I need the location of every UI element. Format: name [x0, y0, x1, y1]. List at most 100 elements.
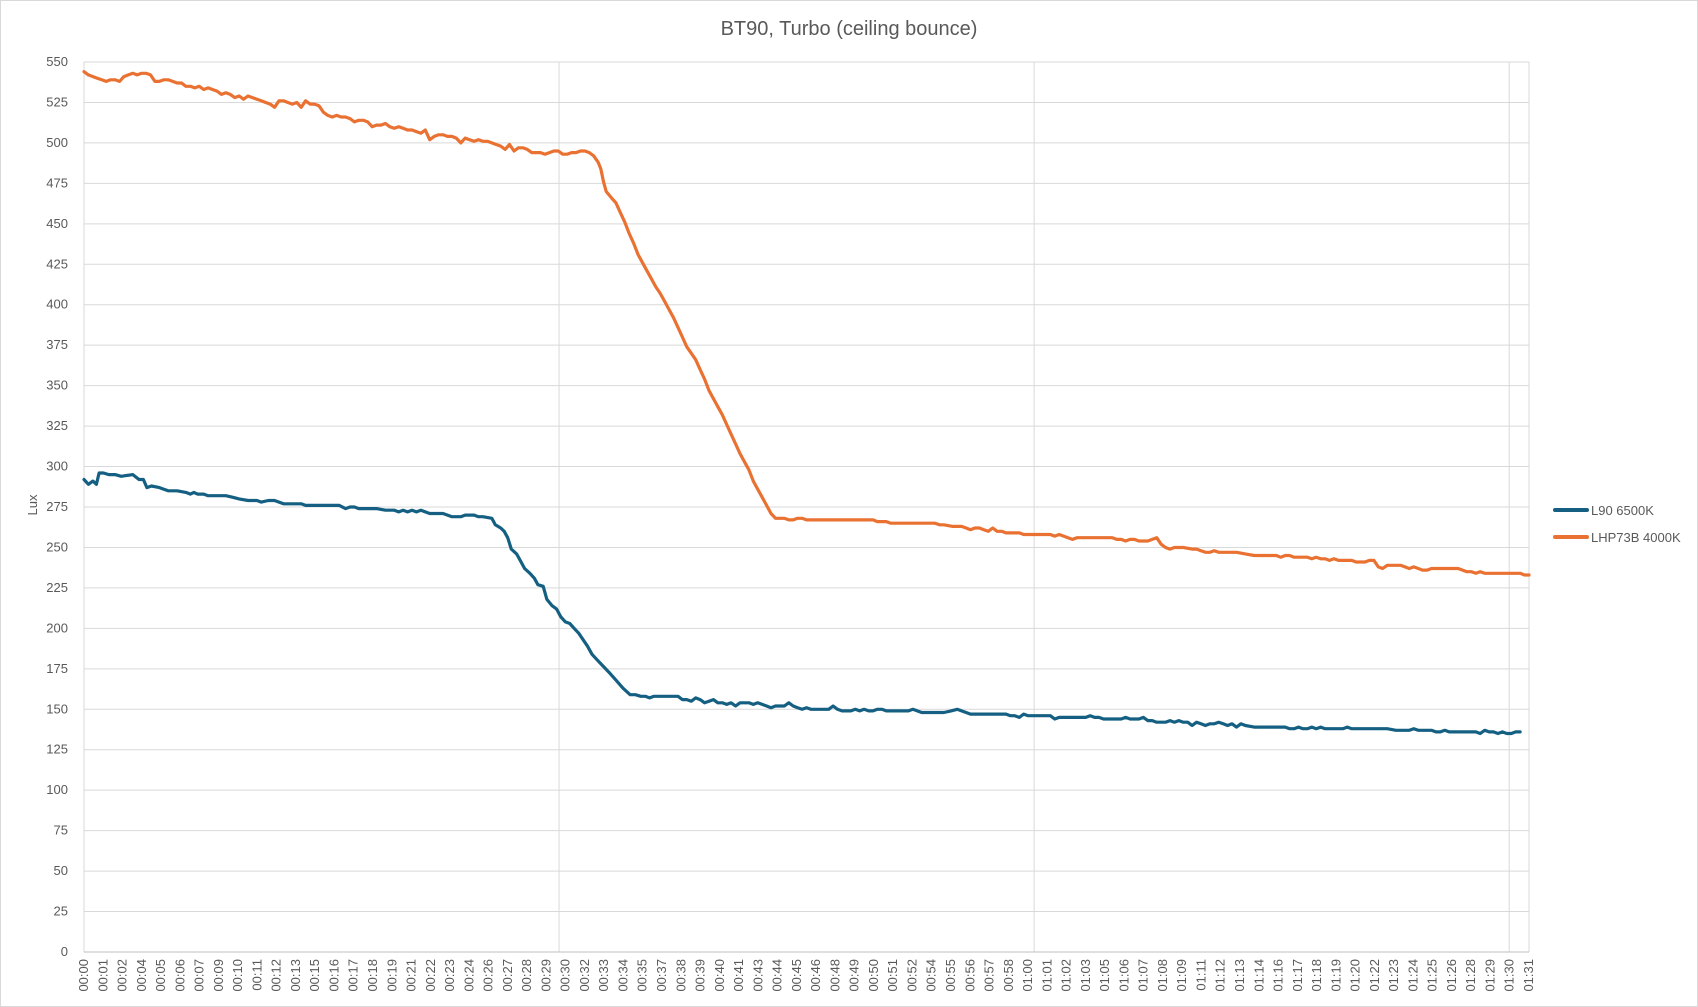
- series-line-1: [82, 70, 1531, 577]
- x-tick-label: 00:11: [249, 959, 264, 991]
- y-tick-label: 225: [46, 580, 68, 595]
- x-tick-label: 00:17: [346, 959, 361, 992]
- x-tick-label: 01:25: [1425, 959, 1440, 992]
- x-tick-label: 00:07: [192, 959, 207, 992]
- gridlines: [83, 61, 1530, 953]
- x-tick-label: 00:21: [404, 959, 419, 992]
- x-tick-label: 01:14: [1251, 959, 1266, 992]
- x-tick-label: 01:13: [1232, 959, 1247, 992]
- x-tick-label: 01:01: [1039, 959, 1054, 992]
- y-tick-label: 400: [46, 297, 68, 312]
- x-tick-label: 00:27: [500, 959, 515, 992]
- x-tick-label: 00:32: [577, 959, 592, 992]
- x-tick-label: 00:23: [442, 959, 457, 992]
- x-tick-label: 00:30: [558, 959, 573, 992]
- legend: L90 6500K LHP73B 4000K: [1553, 503, 1681, 545]
- x-tick-label: 00:45: [789, 959, 804, 992]
- x-tick-label: 00:43: [750, 959, 765, 992]
- y-tick-label: 525: [46, 94, 68, 109]
- x-tick-label: 00:19: [384, 959, 399, 992]
- x-tick-label: 00:22: [423, 959, 438, 992]
- y-tick-label: 425: [46, 256, 68, 271]
- x-tick-label: 01:18: [1309, 959, 1324, 992]
- legend-label: L90 6500K: [1591, 503, 1654, 518]
- x-tick-label: 01:29: [1482, 959, 1497, 992]
- y-tick-label: 325: [46, 418, 68, 433]
- y-tick-label: 300: [46, 459, 68, 474]
- x-tick-label: 00:05: [153, 959, 168, 992]
- x-tick-label: 01:19: [1328, 959, 1343, 992]
- x-tick-label: 00:54: [924, 959, 939, 992]
- y-tick-label: 50: [54, 863, 68, 878]
- y-tick-label: 475: [46, 175, 68, 190]
- x-tick-label: 01:00: [1020, 959, 1035, 992]
- x-tick-label: 00:26: [481, 959, 496, 992]
- x-tick-label: 00:44: [770, 959, 785, 992]
- x-tick-label: 00:16: [326, 959, 341, 992]
- x-tick-label: 01:09: [1174, 959, 1189, 992]
- x-tick-label: 00:18: [365, 959, 380, 992]
- y-tick-label: 500: [46, 135, 68, 150]
- x-tick-label: 00:04: [134, 959, 149, 992]
- x-tick-label: 00:41: [731, 959, 746, 992]
- x-tick-label: 00:29: [538, 959, 553, 992]
- y-tick-label: 275: [46, 499, 68, 514]
- x-tick-label: 01:12: [1213, 959, 1228, 992]
- x-tick-label: 01:24: [1405, 959, 1420, 992]
- y-tick-label: 0: [61, 944, 68, 959]
- legend-label: LHP73B 4000K: [1591, 530, 1681, 545]
- y-tick-label: 250: [46, 539, 68, 554]
- y-tick-label: 175: [46, 661, 68, 676]
- x-tick-label: 00:57: [982, 959, 997, 992]
- y-axis-label: Lux: [25, 494, 40, 515]
- x-tick-label: 00:52: [904, 959, 919, 992]
- x-tick-label: 00:10: [230, 959, 245, 992]
- x-tick-label: 01:23: [1386, 959, 1401, 992]
- x-tick-label: 00:51: [885, 959, 900, 992]
- x-tick-label: 00:15: [307, 959, 322, 992]
- x-tick-label: 00:56: [962, 959, 977, 992]
- y-tick-label: 550: [46, 54, 68, 69]
- x-tick-label: 00:40: [712, 959, 727, 992]
- y-tick-label: 25: [54, 904, 68, 919]
- x-tick-label: 00:02: [115, 959, 130, 992]
- y-tick-label: 150: [46, 701, 68, 716]
- x-tick-label: 01:11: [1193, 959, 1208, 991]
- x-tick-label: 01:06: [1116, 959, 1131, 992]
- x-tick-label: 00:12: [269, 959, 284, 992]
- y-tick-label: 125: [46, 742, 68, 757]
- x-tick-label: 01:07: [1136, 959, 1151, 992]
- x-tick-label: 00:58: [1001, 959, 1016, 992]
- x-tick-label: 00:24: [461, 959, 476, 992]
- chart-title: BT90, Turbo (ceiling bounce): [721, 18, 978, 40]
- x-tick-label: 00:38: [673, 959, 688, 992]
- x-tick-label: 00:50: [866, 959, 881, 992]
- x-tick-label: 01:08: [1155, 959, 1170, 992]
- x-tick-label: 01:31: [1521, 959, 1536, 992]
- series-line-0: [82, 471, 1522, 736]
- x-tick-label: 00:13: [288, 959, 303, 992]
- x-axis-ticks: 00:00 00:01 00:02 00:04 00:05 00:06 00:07 00:09…: [76, 959, 1536, 992]
- y-tick-label: 100: [46, 782, 68, 797]
- x-tick-label: 00:09: [211, 959, 226, 992]
- y-tick-label: 375: [46, 337, 68, 352]
- x-tick-label: 01:02: [1059, 959, 1074, 992]
- y-tick-label: 75: [54, 823, 68, 838]
- y-tick-label: 450: [46, 216, 68, 231]
- series-lines: [82, 70, 1531, 736]
- x-tick-label: 00:49: [847, 959, 862, 992]
- x-tick-label: 00:48: [827, 959, 842, 992]
- x-tick-label: 01:16: [1271, 959, 1286, 992]
- x-tick-label: 01:22: [1367, 959, 1382, 992]
- x-tick-label: 01:20: [1348, 959, 1363, 992]
- x-tick-label: 00:06: [172, 959, 187, 992]
- x-tick-label: 01:28: [1463, 959, 1478, 992]
- x-tick-label: 00:37: [654, 959, 669, 992]
- y-tick-label: 350: [46, 378, 68, 393]
- x-tick-label: 00:46: [808, 959, 823, 992]
- x-tick-label: 01:17: [1290, 959, 1305, 992]
- x-tick-label: 01:05: [1097, 959, 1112, 992]
- x-tick-label: 00:28: [519, 959, 534, 992]
- x-tick-label: 00:55: [943, 959, 958, 992]
